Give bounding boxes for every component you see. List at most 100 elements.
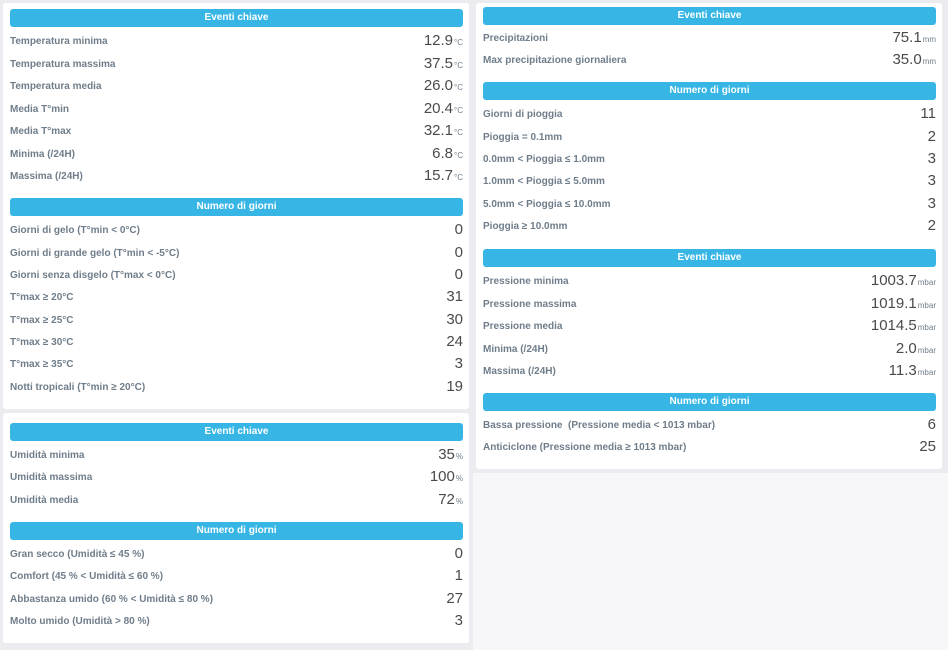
unit-label: mbar — [917, 301, 936, 310]
days-row: Molto umido (Umidità > 80 %) 3 — [10, 611, 463, 633]
row-label: 0.0mm < Pioggia ≤ 1.0mm — [483, 154, 605, 165]
temp-max-24h-row: Massima (/24H) 15.7°C — [10, 166, 463, 188]
unit-label: % — [455, 452, 463, 461]
days-row: T°max ≥ 25°C 30 — [10, 310, 463, 332]
humidity-max-row: Umidità massima 100% — [10, 467, 463, 489]
temperature-key-events-header: Eventi chiave — [10, 9, 463, 27]
row-value: 2.0mbar — [895, 340, 936, 357]
temperature-days-header: Numero di giorni — [10, 198, 463, 216]
days-row: Giorni di pioggia 11 — [483, 104, 936, 126]
row-label: Pioggia ≥ 10.0mm — [483, 221, 568, 232]
empty-area — [473, 473, 948, 650]
unit-label: mbar — [917, 278, 936, 287]
row-label: Gran secco (Umidità ≤ 45 %) — [10, 549, 145, 560]
row-value: 3 — [927, 150, 936, 167]
row-label: 1.0mm < Pioggia ≤ 5.0mm — [483, 176, 605, 187]
row-label: Anticiclone (Pressione media ≥ 1013 mbar… — [483, 442, 687, 453]
row-label: T°max ≥ 25°C — [10, 315, 74, 326]
row-value: 19 — [446, 378, 463, 395]
humidity-key-events-header: Eventi chiave — [10, 423, 463, 441]
days-row: Giorni senza disgelo (T°max < 0°C) 0 — [10, 265, 463, 287]
unit-label: °C — [454, 106, 463, 115]
humidity-min-row: Umidità minima 35% — [10, 445, 463, 467]
humidity-avg-row: Umidità media 72% — [10, 490, 463, 512]
row-label: Giorni di pioggia — [483, 109, 563, 120]
humidity-card: Eventi chiave Umidità minima 35% Umidità… — [3, 413, 469, 643]
row-label: Pressione massima — [483, 299, 577, 310]
row-label: Temperatura minima — [10, 36, 108, 47]
row-value: 2 — [927, 217, 936, 234]
row-value: 0 — [454, 221, 463, 238]
row-label: Giorni di gelo (T°min < 0°C) — [10, 225, 140, 236]
row-label: Bassa pressione (Pressione media < 1013 … — [483, 420, 716, 431]
row-value: 1014.5mbar — [870, 317, 936, 334]
row-label: Minima (/24H) — [10, 149, 76, 160]
pressure-max-24h-row: Massima (/24H) 11.3mbar — [483, 361, 936, 383]
pressure-min-row: Pressione minima 1003.7mbar — [483, 271, 936, 293]
row-label: Umidità minima — [10, 450, 85, 461]
row-label: Giorni di grande gelo (T°min < -5°C) — [10, 248, 180, 259]
temp-min-row: Temperatura minima 12.9°C — [10, 31, 463, 53]
row-label: Max precipitazione giornaliera — [483, 55, 627, 66]
row-label: Media T°min — [10, 104, 70, 115]
row-value: 35.0mm — [892, 51, 936, 68]
unit-label: mm — [922, 57, 936, 66]
unit-label: % — [455, 497, 463, 506]
rain-max-daily-row: Max precipitazione giornaliera 35.0mm — [483, 50, 936, 72]
row-value: 27 — [446, 590, 463, 607]
row-label: Pioggia = 0.1mm — [483, 132, 563, 143]
row-label: Notti tropicali (T°min ≥ 20°C) — [10, 382, 146, 393]
row-label: Media T°max — [10, 126, 72, 137]
days-row: Bassa pressione (Pressione media < 1013 … — [483, 415, 936, 437]
row-label: T°max ≥ 30°C — [10, 337, 74, 348]
unit-label: °C — [454, 38, 463, 47]
row-value: 1003.7mbar — [870, 272, 936, 289]
row-label: Pressione media — [483, 321, 563, 332]
days-row: 5.0mm < Pioggia ≤ 10.0mm 3 — [483, 194, 936, 216]
temp-max-row: Temperatura massima 37.5°C — [10, 54, 463, 76]
row-value: 0 — [454, 545, 463, 562]
row-label: Umidità media — [10, 495, 79, 506]
days-row: Giorni di grande gelo (T°min < -5°C) 0 — [10, 243, 463, 265]
row-value: 11 — [920, 105, 936, 122]
row-value: 11.3mbar — [888, 362, 936, 379]
row-label: Abbastanza umido (60 % < Umidità ≤ 80 %) — [10, 594, 214, 605]
row-value: 15.7°C — [423, 167, 463, 184]
unit-label: mbar — [917, 346, 936, 355]
temp-avg-row: Temperatura media 26.0°C — [10, 76, 463, 98]
pressure-max-row: Pressione massima 1019.1mbar — [483, 294, 936, 316]
unit-label: % — [455, 474, 463, 483]
row-value: 3 — [454, 355, 463, 372]
row-label: 5.0mm < Pioggia ≤ 10.0mm — [483, 199, 611, 210]
row-label: Temperatura media — [10, 81, 102, 92]
row-value: 3 — [927, 195, 936, 212]
unit-label: °C — [454, 173, 463, 182]
row-value: 0 — [454, 266, 463, 283]
row-label: T°max ≥ 20°C — [10, 292, 74, 303]
days-row: 0.0mm < Pioggia ≤ 1.0mm 3 — [483, 149, 936, 171]
row-value: 20.4°C — [423, 100, 463, 117]
row-value: 26.0°C — [423, 77, 463, 94]
row-label: Giorni senza disgelo (T°max < 0°C) — [10, 270, 176, 281]
rain-key-events-header: Eventi chiave — [483, 7, 936, 25]
days-row: Abbastanza umido (60 % < Umidità ≤ 80 %)… — [10, 589, 463, 611]
row-value: 3 — [454, 612, 463, 629]
days-row: Giorni di gelo (T°min < 0°C) 0 — [10, 220, 463, 242]
days-row: Notti tropicali (T°min ≥ 20°C) 19 — [10, 377, 463, 399]
unit-label: °C — [454, 61, 463, 70]
days-row: T°max ≥ 20°C 31 — [10, 287, 463, 309]
row-label: Temperatura massima — [10, 59, 116, 70]
row-value: 1 — [454, 567, 463, 584]
pressure-avg-row: Pressione media 1014.5mbar — [483, 316, 936, 338]
days-row: T°max ≥ 35°C 3 — [10, 354, 463, 376]
row-value: 31 — [446, 288, 463, 305]
days-row: Pioggia ≥ 10.0mm 2 — [483, 216, 936, 238]
temp-min-24h-row: Minima (/24H) 6.8°C — [10, 144, 463, 166]
row-value: 6 — [927, 416, 936, 433]
row-value: 75.1mm — [892, 29, 936, 46]
row-value: 30 — [446, 311, 463, 328]
row-value: 3 — [927, 172, 936, 189]
row-value: 32.1°C — [423, 122, 463, 139]
row-value: 25 — [919, 438, 936, 455]
unit-label: mbar — [917, 323, 936, 332]
